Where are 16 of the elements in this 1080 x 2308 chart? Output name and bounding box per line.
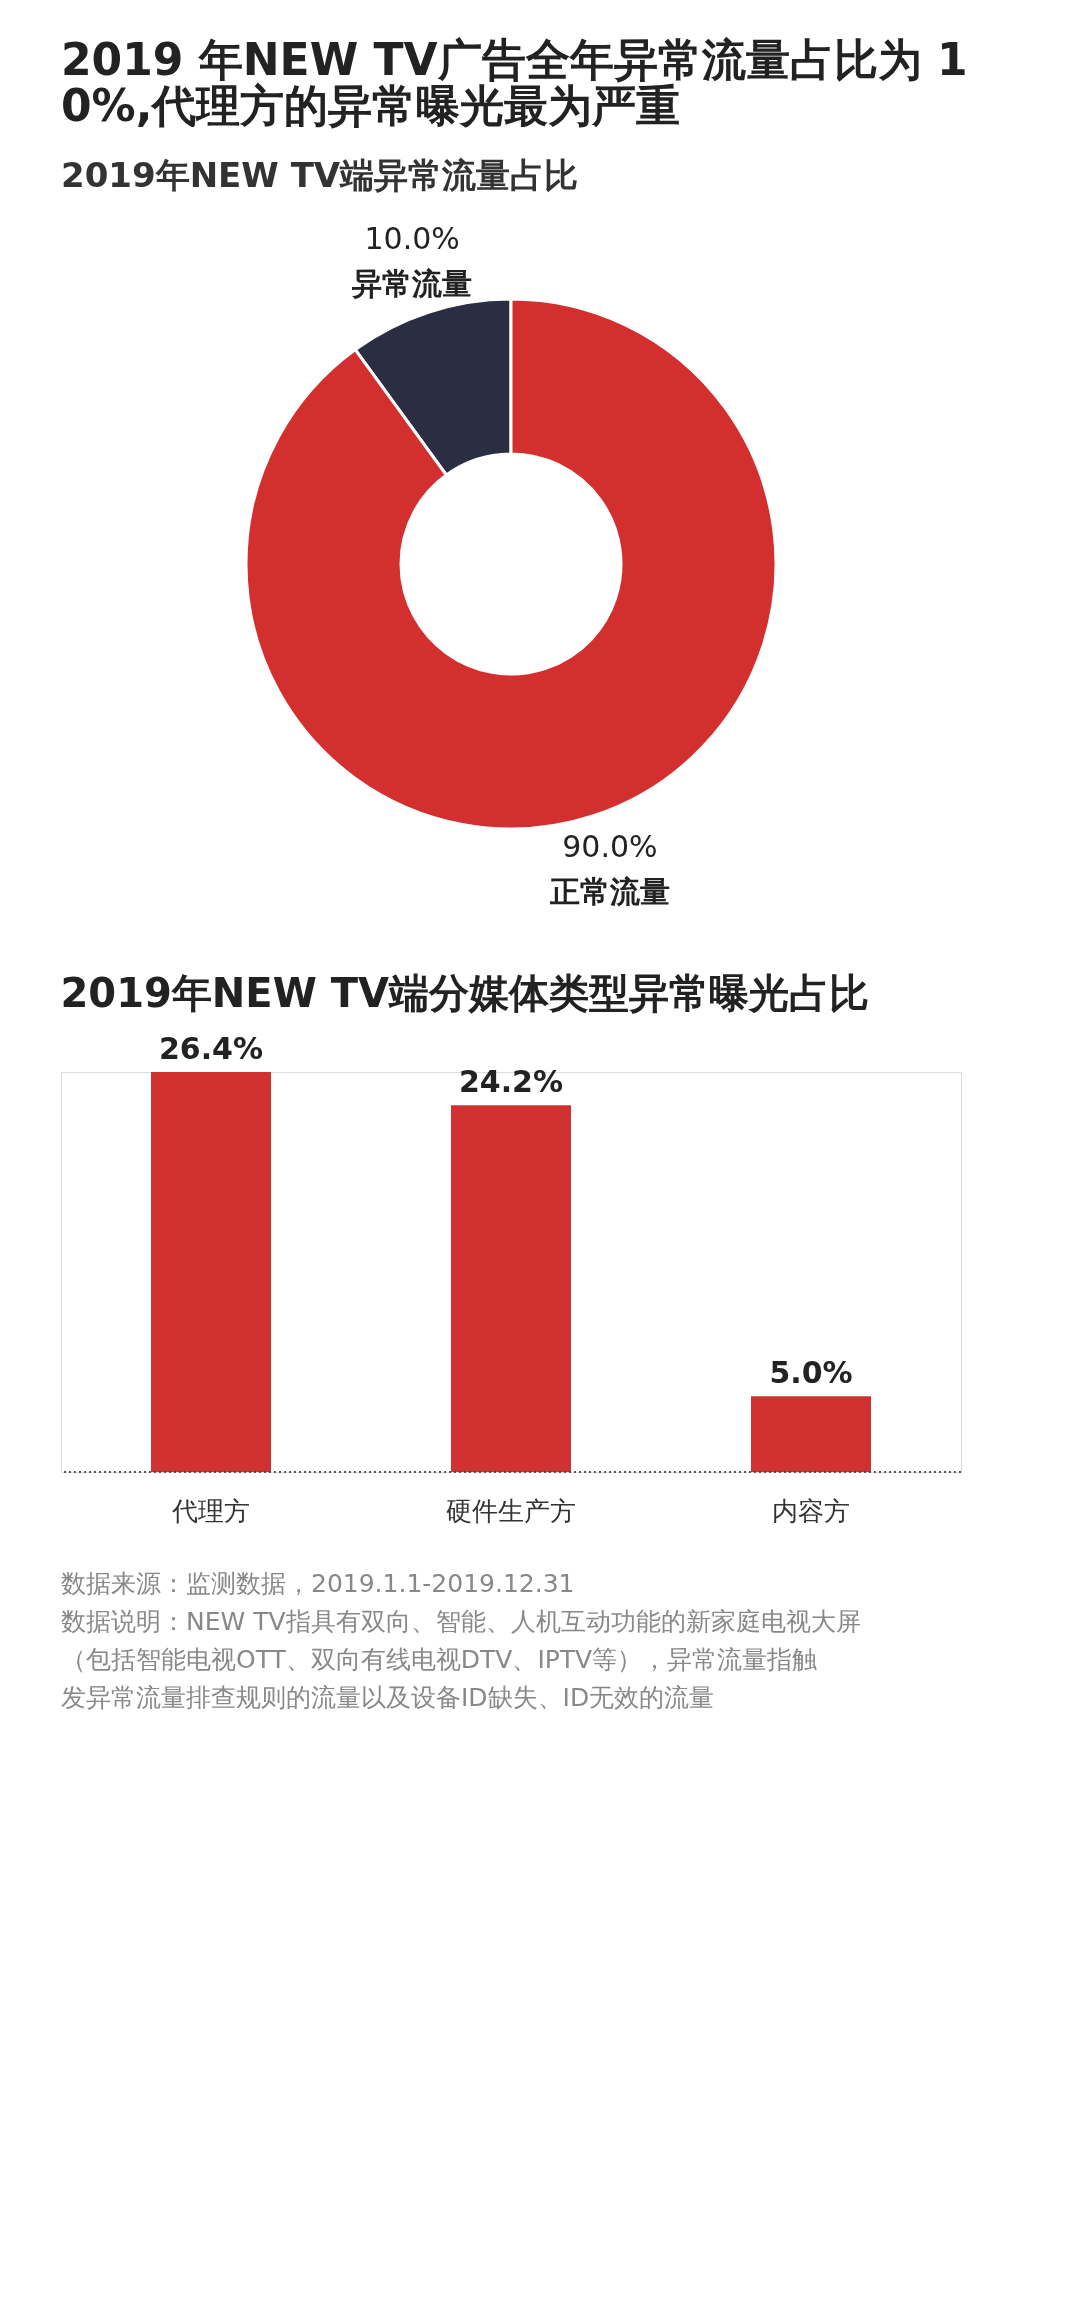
- chart-title: 2019年NEW TV端分媒体类型异常曝光占比: [60, 970, 869, 1016]
- data-label: 5.0%: [769, 1355, 853, 1391]
- data-label: 26.4%: [158, 1031, 264, 1066]
- slice-label: 正常流量: [548, 874, 670, 910]
- text: 数据说明：NEW TV指具有双向、智能、人机互动功能的新家庭电视大屏（包括智能电视OTT、双向有线电视DTV、IPTV等），异常流量指触发异常流量排查规则的流量以及设备ID缺失、ID无效的流量: [61, 1607, 861, 1712]
- data-label: 10.0%: [364, 220, 460, 256]
- slice-label: 异常流量: [351, 265, 473, 301]
- data-label: 90.0%: [562, 829, 658, 865]
- data-label: 24.2%: [458, 1064, 564, 1100]
- x-tick-label: 内容方: [772, 1496, 850, 1526]
- x-tick-label: 代理方: [171, 1496, 250, 1526]
- source-note: 数据来源：监测数据，2019.1.1-2019.12.31: [61, 1569, 575, 1598]
- chart-title: 2019 年NEW TV广告全年异常流量占比为 10%,代理方的异常曝光最为严重: [61, 34, 968, 131]
- x-tick-label: 硬件生产方: [446, 1496, 576, 1526]
- chart-subtitle: 2019年NEW TV端异常流量占比: [61, 155, 579, 195]
- donut-slice: [244, 297, 778, 831]
